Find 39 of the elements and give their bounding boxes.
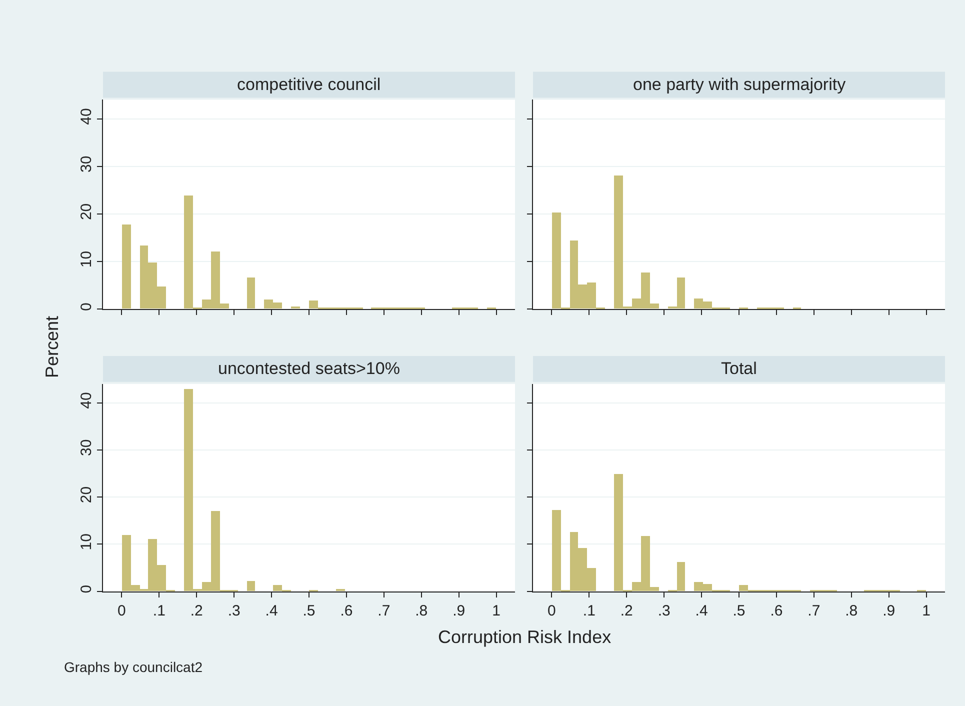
x-tick-label: .2 (190, 602, 203, 620)
x-tick-label: .6 (770, 602, 783, 620)
x-tick-label: .7 (378, 602, 390, 620)
chart-title: competitive council (237, 75, 381, 94)
y-tick-label: 40 (78, 108, 95, 125)
y-tick-label: 30 (78, 156, 95, 172)
x-tick-label: .1 (152, 602, 166, 620)
x-tick-label: .8 (845, 602, 858, 620)
y-tick-label: 0 (78, 302, 95, 312)
x-tick-label: .2 (620, 602, 633, 620)
chart-title: uncontested seats>10% (218, 359, 400, 378)
y-tick-label: 10 (78, 250, 95, 268)
x-tick-label: .5 (732, 602, 746, 620)
x-tick-label: .7 (808, 602, 820, 620)
x-tick-label: .9 (452, 602, 466, 620)
y-tick-label: 40 (78, 392, 95, 409)
x-tick-label: .1 (582, 602, 596, 620)
y-tick-label: 10 (78, 534, 95, 550)
x-tick-label: .9 (882, 602, 896, 620)
x-tick-label: .3 (658, 602, 670, 620)
x-tick-label: 1 (922, 602, 930, 620)
y-tick-label: 30 (78, 439, 95, 456)
y-tick-label: 0 (78, 584, 95, 594)
x-tick-label: .4 (695, 602, 708, 620)
y-tick-label: 20 (78, 203, 95, 220)
y-tick-label: 20 (78, 486, 95, 504)
x-tick-label: .4 (265, 602, 278, 620)
x-tick-label: 0 (548, 602, 556, 620)
x-tick-label: .6 (340, 602, 353, 620)
text: Graphs by councilcat2 (64, 659, 203, 675)
x-tick-label: .5 (302, 602, 316, 620)
x-tick-label: 0 (118, 602, 126, 620)
chart-title: Total (721, 359, 757, 378)
y-axis-title: Percent (42, 316, 62, 378)
x-tick-label: .3 (228, 602, 240, 620)
x-tick-label: 1 (492, 602, 500, 620)
x-tick-label: .8 (415, 602, 428, 620)
chart-title: one party with supermajority (633, 75, 846, 94)
x-axis-title: Corruption Risk Index (438, 627, 612, 647)
